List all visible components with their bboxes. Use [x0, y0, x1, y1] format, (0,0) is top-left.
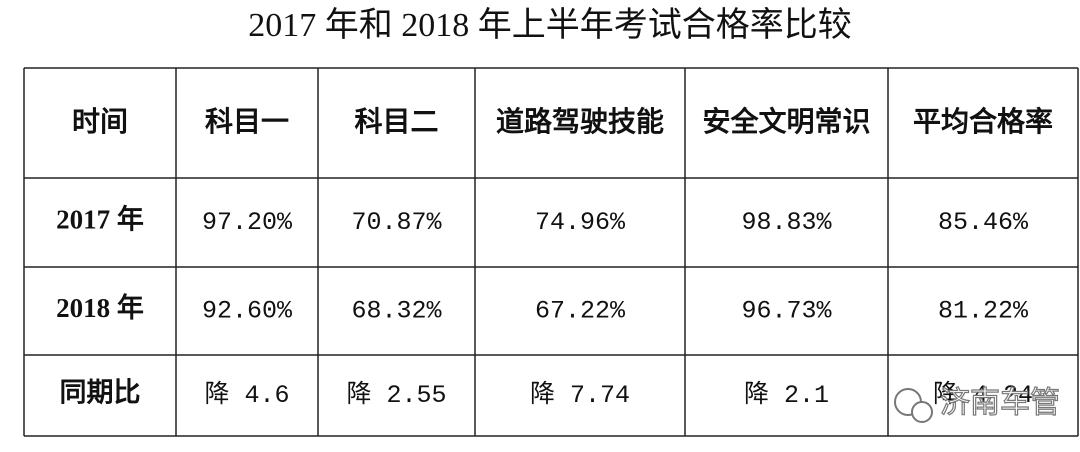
- cell: 降 4.6: [204, 380, 289, 410]
- row-header: 同期比: [60, 378, 141, 408]
- header-cell: 科目一: [205, 105, 289, 138]
- row-header: 2017 年: [56, 204, 144, 235]
- watermark-icon: [911, 401, 933, 423]
- table-grid: [23, 67, 1079, 437]
- row-header: 2018 年: [56, 292, 144, 323]
- watermark: 济南车管: [894, 385, 1061, 423]
- cell: 降 4.24: [933, 380, 1033, 410]
- header-cell: 时间: [72, 105, 128, 138]
- cell: 96.73%: [741, 297, 832, 326]
- cell: 降 7.74: [530, 380, 630, 410]
- cell: 68.32%: [351, 297, 442, 326]
- cell: 67.22%: [535, 297, 626, 326]
- cell: 85.46%: [938, 208, 1029, 237]
- cell: 92.60%: [202, 297, 293, 326]
- cell: 70.87%: [351, 208, 442, 237]
- watermark-text: 济南车管: [940, 386, 1060, 421]
- cell: 98.83%: [741, 208, 832, 237]
- title: 2017 年和 2018 年上半年考试合格率比较: [248, 6, 852, 44]
- cell: 降 2.1: [744, 380, 829, 410]
- header-cell: 平均合格率: [913, 105, 1053, 138]
- cell: 降 2.55: [346, 380, 446, 410]
- cell: 74.96%: [535, 208, 626, 237]
- table: 时间 科目一 科目二 道路驾驶技能 安全文明常识 平均合格率 2017 年 97.20% 70.…: [56, 105, 1053, 410]
- header-cell: 科目二: [354, 105, 438, 138]
- cell: 81.22%: [938, 297, 1029, 326]
- header-cell: 道路驾驶技能: [496, 105, 664, 138]
- cell: 97.20%: [202, 208, 293, 237]
- header-cell: 安全文明常识: [702, 105, 870, 138]
